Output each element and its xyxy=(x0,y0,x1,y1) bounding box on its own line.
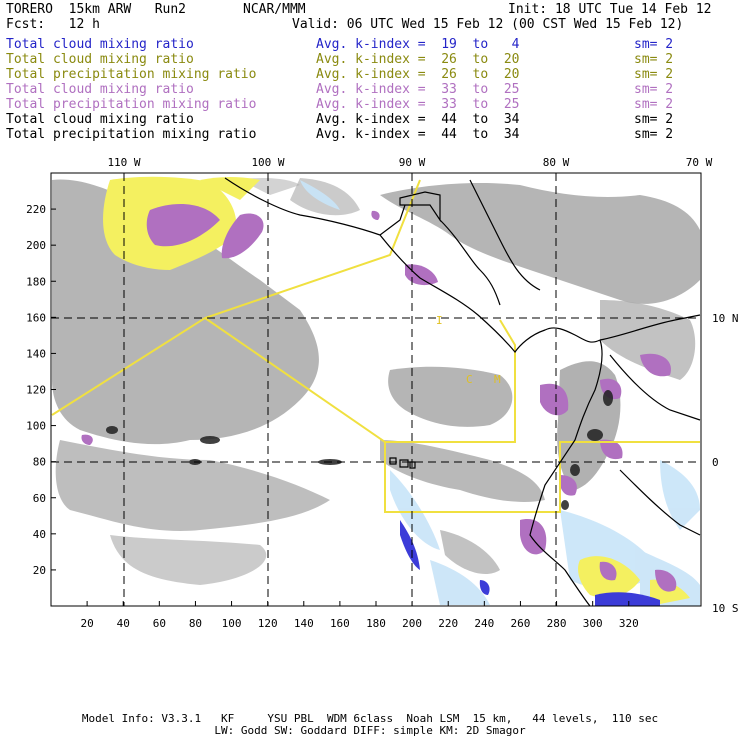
legend-smoothing: sm= 2 xyxy=(634,112,674,127)
grid-y-tick-label: 200 xyxy=(26,239,46,252)
valid-time: Valid: 06 UTC Wed 15 Feb 12 (00 CST Wed … xyxy=(292,17,684,32)
region-letter: M xyxy=(494,373,501,386)
grid-x-tick-label: 280 xyxy=(547,617,567,630)
legend-kindex-range: Avg. k-index = 26 to 20 xyxy=(316,52,520,67)
legend-smoothing: sm= 2 xyxy=(634,67,674,82)
latitude-label: 0 xyxy=(712,456,719,469)
grid-x-tick-label: 220 xyxy=(438,617,458,630)
grid-x-tick-label: 60 xyxy=(153,617,166,630)
longitude-label: 80 W xyxy=(543,156,570,169)
forecast-map: I C M 110 W 100 W 90 W 80 xyxy=(26,156,738,630)
coastlines xyxy=(224,177,701,606)
latlon-grid xyxy=(51,173,701,606)
grid-y-tick-label: 20 xyxy=(33,564,46,577)
legend-smoothing: sm= 2 xyxy=(634,127,674,142)
legend-smoothing: sm= 2 xyxy=(634,52,674,67)
model-run-title: TORERO 15km ARW Run2 xyxy=(6,2,187,17)
init-time: Init: 18 UTC Tue 14 Feb 12 xyxy=(508,2,712,17)
latitude-label: 10 N xyxy=(712,312,739,325)
legend-kindex-range: Avg. k-index = 19 to 4 xyxy=(316,37,520,52)
grid-x-tick-label: 20 xyxy=(80,617,93,630)
grid-y-tick-label: 80 xyxy=(33,456,46,469)
grid-x-tick-label: 140 xyxy=(294,617,314,630)
grid-x-tick-label: 200 xyxy=(402,617,422,630)
grid-y-tick-label: 40 xyxy=(33,528,46,541)
longitude-label: 110 W xyxy=(107,156,140,169)
grid-y-tick-label: 140 xyxy=(26,347,46,360)
region-letter: I xyxy=(436,314,443,327)
grid-x-tick-label: 320 xyxy=(619,617,639,630)
legend-smoothing: sm= 2 xyxy=(634,97,674,112)
grid-x-tick-label: 100 xyxy=(222,617,242,630)
grid-x-tick-label: 80 xyxy=(189,617,202,630)
legend-smoothing: sm= 2 xyxy=(634,82,674,97)
legend-field-name: Total cloud mixing ratio xyxy=(6,112,194,127)
center-label: NCAR/MMM xyxy=(243,2,306,17)
grid-y-tick-label: 120 xyxy=(26,384,46,397)
legend-field-name: Total precipitation mixing ratio xyxy=(6,127,257,142)
legend-field-name: Total cloud mixing ratio xyxy=(6,52,194,67)
grid-x-tick-label: 260 xyxy=(511,617,531,630)
grid-y-tick-label: 180 xyxy=(26,275,46,288)
legend-kindex-range: Avg. k-index = 26 to 20 xyxy=(316,67,520,82)
grid-x-tick-label: 160 xyxy=(330,617,350,630)
axis-tick-labels: 110 W 100 W 90 W 80 W 70 W 10 N 0 10 S 220 200 180… xyxy=(26,156,738,630)
grid-x-tick-label: 300 xyxy=(583,617,603,630)
grid-x-tick-label: 40 xyxy=(117,617,130,630)
axis-ticks xyxy=(51,208,630,606)
grid-y-tick-label: 60 xyxy=(33,492,46,505)
model-info-line1: Model Info: V3.3.1 KF YSU PBL WDM 6class… xyxy=(81,712,659,725)
legend-field-name: Total cloud mixing ratio xyxy=(6,82,194,97)
longitude-label: 90 W xyxy=(399,156,426,169)
longitude-label: 70 W xyxy=(686,156,713,169)
legend-kindex-range: Avg. k-index = 33 to 25 xyxy=(316,97,520,112)
latitude-label: 10 S xyxy=(712,602,739,615)
legend-field-name: Total precipitation mixing ratio xyxy=(6,67,257,82)
legend-kindex-range: Avg. k-index = 33 to 25 xyxy=(316,82,520,97)
grid-x-tick-label: 240 xyxy=(474,617,494,630)
blue-cloud-field xyxy=(400,520,660,606)
grid-y-tick-label: 100 xyxy=(26,420,46,433)
region-letter: C xyxy=(466,373,473,386)
model-info-line2: LW: Godd SW: Goddard DIFF: simple KM: 2D… xyxy=(214,724,526,737)
region-outlines xyxy=(51,179,700,513)
purple-precip-field xyxy=(81,204,677,592)
grid-x-tick-label: 120 xyxy=(258,617,278,630)
longitude-label: 100 W xyxy=(251,156,284,169)
legend-field-name: Total precipitation mixing ratio xyxy=(6,97,257,112)
forecast-hour: Fcst: 12 h xyxy=(6,17,100,32)
grid-y-tick-label: 160 xyxy=(26,311,46,324)
grid-x-tick-label: 180 xyxy=(366,617,386,630)
grid-y-tick-label: 220 xyxy=(26,203,46,216)
legend-smoothing: sm= 2 xyxy=(634,37,674,52)
legend-kindex-range: Avg. k-index = 44 to 34 xyxy=(316,127,520,142)
legend-field-name: Total cloud mixing ratio xyxy=(6,37,194,52)
legend-kindex-range: Avg. k-index = 44 to 34 xyxy=(316,112,520,127)
